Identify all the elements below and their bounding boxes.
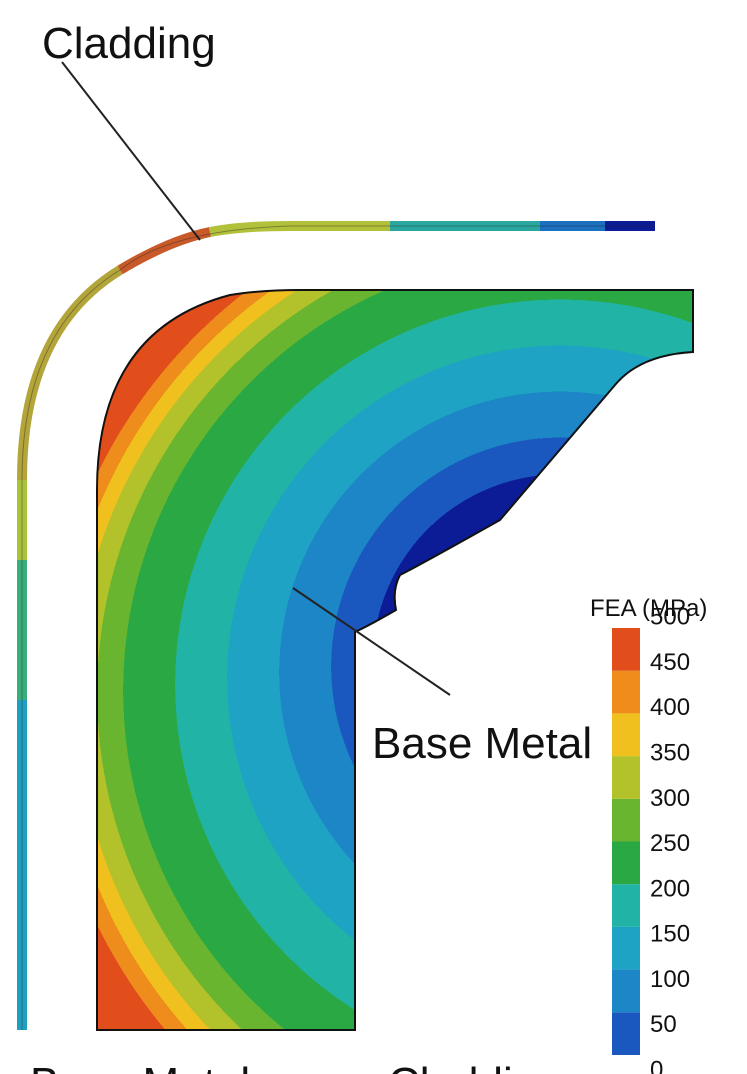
- colorbar-tick-label: 100: [650, 966, 690, 993]
- colorbar-tick-label: 200: [650, 875, 690, 902]
- colorbar: 0 50 100 150 200 250 300 350 400 450 500: [612, 604, 690, 1074]
- colorbar-band: [612, 842, 640, 885]
- colorbar-tick-label: 300: [650, 785, 690, 812]
- colorbar-tick-label: 150: [650, 921, 690, 948]
- colorbar-band: [612, 799, 640, 842]
- label: Base Metal: [30, 1059, 250, 1074]
- colorbar-tick-label: 400: [650, 694, 690, 721]
- colorbar-band: [612, 671, 640, 714]
- colorbar-band: [612, 756, 640, 799]
- label: Base Metal: [372, 719, 592, 768]
- colorbar-band: [612, 927, 640, 970]
- colorbar-band: [612, 884, 640, 927]
- colorbar-band: [612, 1012, 640, 1055]
- figure: Cladding Base Metal Base Metal Cladding …: [0, 0, 747, 1074]
- colorbar-band: [612, 713, 640, 756]
- base-metal-shape: [97, 290, 693, 1030]
- label: Cladding: [388, 1059, 562, 1074]
- page: {"labels": {"cladding": "Cladding", "bas…: [0, 0, 747, 1074]
- label: Cladding: [42, 19, 216, 68]
- colorbar-band: [612, 970, 640, 1013]
- colorbar-band: [612, 628, 640, 671]
- colorbar-tick-label: 50: [650, 1011, 677, 1038]
- colorbar-tick-label: 500: [650, 604, 690, 631]
- leader-line: [62, 62, 200, 240]
- colorbar-tick-label: 450: [650, 649, 690, 676]
- colorbar-tick-label: 0: [650, 1056, 663, 1074]
- colorbar-tick-label: 350: [650, 740, 690, 767]
- colorbar-tick-label: 250: [650, 830, 690, 857]
